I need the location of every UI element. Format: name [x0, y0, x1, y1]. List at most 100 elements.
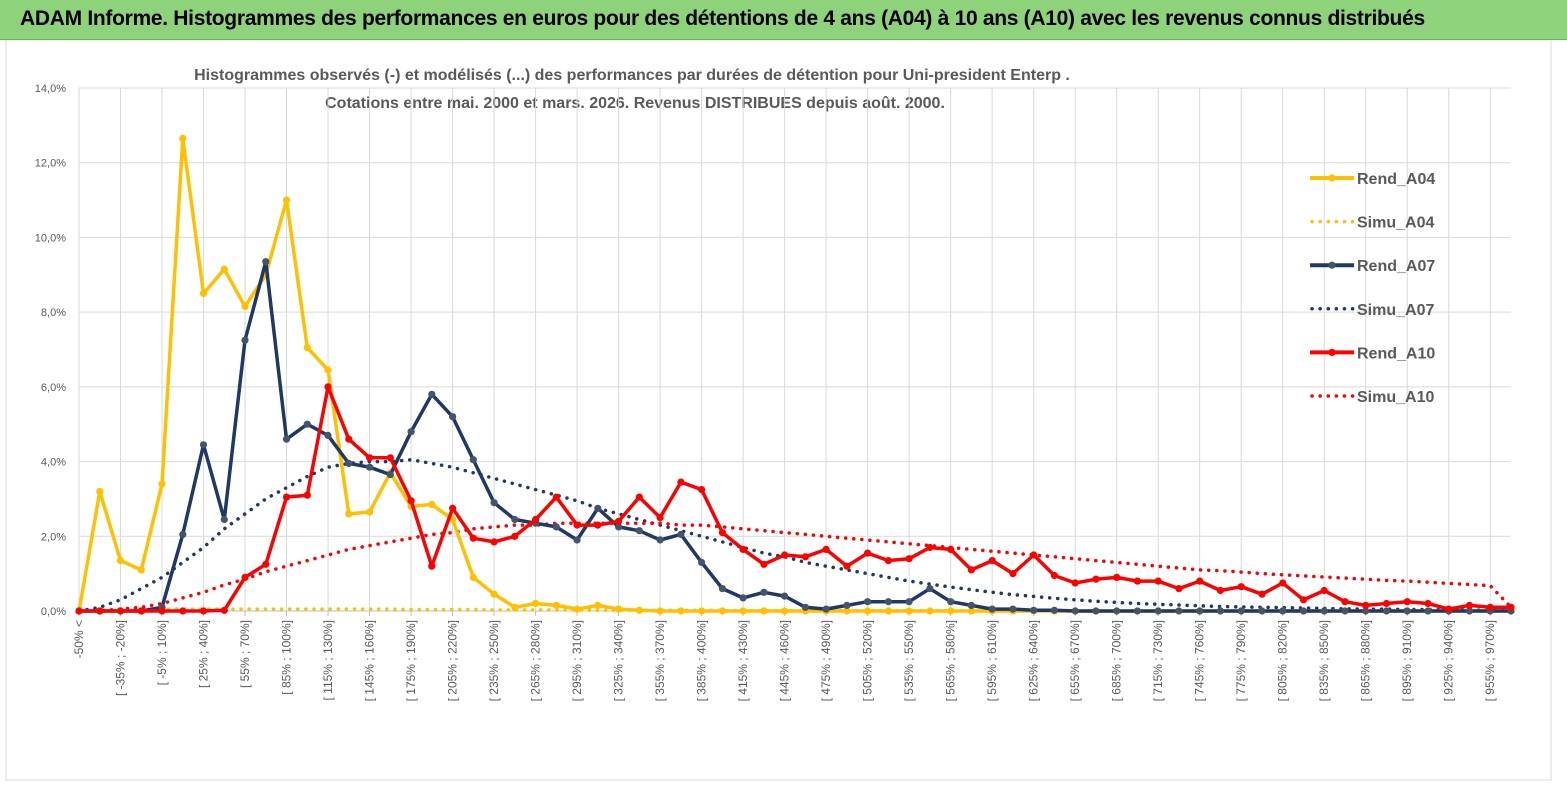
- data-point-rend-a07: [386, 471, 394, 479]
- data-point-rend-a10: [1071, 579, 1079, 587]
- data-point-rend-a10: [116, 607, 125, 615]
- data-point-rend-a07: [469, 456, 477, 464]
- data-point-rend-a10: [386, 454, 394, 462]
- data-point-rend-a07: [262, 258, 270, 266]
- data-point-rend-a07: [905, 598, 913, 606]
- data-point-rend-a04: [635, 606, 643, 614]
- data-point-rend-a10: [843, 562, 851, 570]
- x-tick-label: [ 205% ; 220%]: [446, 620, 460, 701]
- data-point-rend-a07: [1133, 607, 1141, 615]
- legend-item-simu-a04: Simu_A04: [1310, 215, 1434, 232]
- data-point-rend-a10: [1216, 586, 1224, 595]
- x-tick-label: [ 265% ; 280%]: [529, 620, 543, 701]
- data-point-rend-a07: [1341, 607, 1349, 615]
- x-tick-label: [ 895% ; 910%]: [1400, 620, 1414, 701]
- legend-label: Simu_A04: [1357, 215, 1434, 232]
- data-point-rend-a04: [241, 302, 249, 311]
- data-point-rend-a10: [1341, 598, 1349, 606]
- data-point-rend-a07: [449, 413, 457, 421]
- data-point-rend-a10: [428, 562, 436, 570]
- data-point-rend-a07: [739, 594, 747, 602]
- report-title: ADAM Informe. Histogrammes des performan…: [20, 7, 1425, 30]
- data-point-rend-a04: [843, 607, 851, 615]
- data-point-rend-a10: [303, 491, 311, 499]
- data-point-rend-a10: [1362, 601, 1370, 610]
- data-point-rend-a07: [677, 530, 685, 538]
- data-point-rend-a07: [407, 428, 415, 436]
- data-point-rend-a04: [490, 590, 498, 598]
- x-tick-label: [ 865% ; 880%]: [1359, 620, 1373, 701]
- data-point-rend-a10: [220, 606, 228, 614]
- legend-item-simu-a10: Simu_A10: [1310, 389, 1434, 406]
- data-point-rend-a04: [905, 607, 913, 615]
- data-point-rend-a07: [1196, 607, 1204, 615]
- x-tick-label: [ 325% ; 340%]: [612, 620, 626, 701]
- data-point-rend-a07: [760, 588, 768, 596]
- data-point-rend-a10: [490, 538, 498, 546]
- x-tick-label: [ 685% ; 700%]: [1110, 620, 1124, 701]
- data-point-rend-a10: [884, 557, 893, 565]
- data-point-rend-a07: [1050, 606, 1058, 614]
- data-point-rend-a04: [615, 605, 623, 613]
- x-tick-label: [ 415% ; 430%]: [736, 620, 750, 701]
- x-tick-label: [ 385% ; 400%]: [695, 620, 709, 701]
- x-tick-label: [ 595% ; 610%]: [985, 620, 999, 701]
- data-point-rend-a10: [905, 555, 913, 563]
- x-tick-label: -50% <: [72, 620, 86, 658]
- series-simu-a10: [77, 521, 1513, 613]
- series-simu-a07: [77, 457, 1513, 613]
- data-point-rend-a10: [1299, 596, 1308, 604]
- data-point-rend-a04: [926, 607, 934, 615]
- data-point-rend-a04: [677, 607, 685, 615]
- data-point-rend-a10: [1092, 575, 1100, 583]
- data-point-rend-a10: [801, 553, 810, 561]
- y-tick-label: 10,0%: [35, 232, 66, 244]
- series-line-simu-a07: [77, 457, 1513, 613]
- data-point-rend-a10: [822, 545, 830, 553]
- x-tick-label: [ -5% ; 10%]: [155, 620, 169, 685]
- series-layer: [75, 134, 1515, 615]
- x-tick-label: [ 295% ; 310%]: [570, 620, 584, 701]
- legend-label: Simu_A10: [1357, 389, 1434, 406]
- data-point-rend-a04: [947, 607, 955, 615]
- data-point-rend-a07: [511, 515, 519, 524]
- data-point-rend-a10: [1175, 585, 1183, 593]
- data-point-rend-a07: [1154, 607, 1162, 615]
- data-point-rend-a10: [1403, 598, 1411, 606]
- data-point-rend-a10: [324, 383, 332, 391]
- x-tick-label: [ 625% ; 640%]: [1027, 620, 1041, 701]
- x-tick-label: [ 535% ; 550%]: [902, 620, 916, 701]
- data-point-rend-a10: [1196, 577, 1204, 585]
- data-point-rend-a10: [158, 607, 166, 615]
- x-axis-tick-labels: -50% < [ -35% ; -20%] [ -5% ; 10%] [ 25% ; …: [72, 620, 1497, 701]
- data-point-rend-a10: [760, 560, 768, 568]
- data-point-rend-a07: [345, 459, 353, 467]
- x-tick-label: [ 565% ; 580%]: [944, 620, 958, 701]
- y-tick-label: 8,0%: [41, 307, 66, 319]
- data-point-rend-a07: [967, 601, 976, 610]
- data-point-rend-a10: [75, 607, 83, 615]
- data-point-rend-a07: [1009, 605, 1017, 613]
- x-tick-label: [ 175% ; 190%]: [404, 620, 418, 701]
- x-tick-label: [ 355% ; 370%]: [653, 620, 667, 701]
- data-point-rend-a10: [552, 493, 560, 501]
- data-point-rend-a07: [490, 499, 498, 507]
- data-point-rend-a04: [511, 603, 519, 611]
- x-tick-label: [ 25% ; 40%]: [197, 620, 211, 688]
- x-tick-label: [ 775% ; 790%]: [1234, 620, 1248, 701]
- data-point-rend-a10: [1507, 603, 1515, 611]
- data-point-rend-a07: [179, 530, 187, 538]
- data-point-rend-a04: [594, 601, 602, 610]
- x-tick-label: [ 475% ; 490%]: [819, 620, 833, 701]
- data-point-rend-a04: [345, 510, 353, 518]
- data-point-rend-a10: [573, 521, 581, 529]
- legend: Rend_A04 Simu_A04 Rend_A07 Simu_A07 Rend_A10…: [1310, 171, 1435, 406]
- data-point-rend-a04: [469, 573, 477, 582]
- data-point-rend-a10: [241, 573, 249, 582]
- data-point-rend-a07: [1216, 607, 1224, 615]
- y-tick-label: 2,0%: [41, 531, 66, 543]
- data-point-rend-a10: [947, 545, 955, 553]
- data-point-rend-a07: [241, 336, 249, 344]
- data-point-rend-a10: [698, 486, 706, 494]
- data-point-rend-a10: [1424, 599, 1432, 608]
